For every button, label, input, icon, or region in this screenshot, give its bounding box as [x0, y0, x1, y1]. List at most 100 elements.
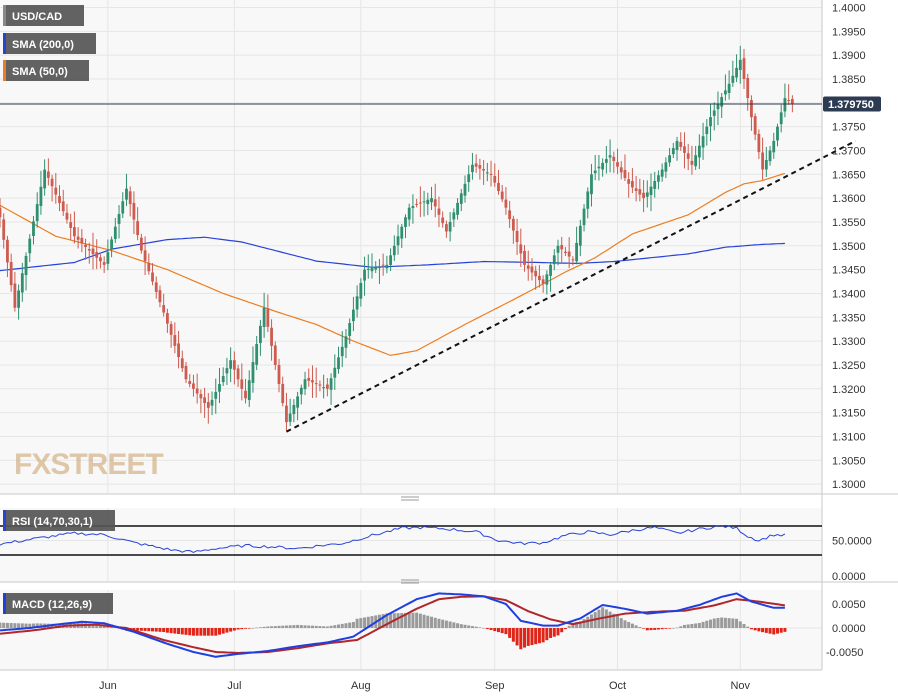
candle-body [296, 396, 299, 408]
candle-body [634, 188, 638, 191]
candle [203, 387, 206, 419]
candle [389, 248, 392, 272]
candle-body [489, 173, 493, 175]
sma-200-tag[interactable]: SMA (200,0) [3, 33, 96, 54]
candle-body [244, 390, 247, 399]
macd-tag[interactable]: MACD (12,26,9) [3, 593, 113, 614]
candle-body [117, 214, 121, 224]
candle-body [679, 141, 683, 147]
candle-body [697, 145, 701, 158]
candle-body [772, 140, 776, 153]
histogram-bar [567, 625, 571, 628]
histogram-bar [556, 628, 560, 636]
symbol-tag[interactable]: USD/CAD [3, 5, 84, 26]
candle-body [173, 335, 177, 346]
candle-body [24, 255, 28, 276]
candle-body [188, 381, 192, 385]
candle [683, 132, 686, 169]
rsi-tick-label: 50.0000 [832, 536, 872, 548]
histogram-bar [281, 625, 285, 628]
candle [709, 104, 712, 142]
candle [422, 190, 426, 217]
candle [612, 151, 616, 173]
candle [549, 261, 552, 292]
candle-body [39, 186, 43, 206]
candle [712, 102, 716, 131]
macd-pane-resize-handle[interactable] [401, 579, 419, 584]
candle-body [474, 163, 478, 167]
histogram-bar [686, 624, 690, 628]
candle-body [210, 399, 214, 406]
histogram-bar [217, 628, 221, 635]
candle-body [664, 162, 668, 172]
month-label: Aug [351, 680, 371, 692]
candle-body [549, 264, 552, 276]
candle-body [95, 252, 99, 258]
candle [76, 227, 80, 249]
candle-body [162, 305, 166, 313]
candle-body [407, 207, 411, 220]
candle [117, 205, 121, 239]
candle-body [221, 376, 225, 383]
month-label: Jul [227, 680, 241, 692]
candle-body [273, 345, 277, 365]
candle [151, 263, 154, 286]
macd-label: MACD (12,26,9) [12, 599, 92, 611]
candle [668, 147, 671, 167]
candle [113, 217, 117, 244]
candle-body [58, 196, 61, 203]
candle [627, 172, 631, 198]
candle [515, 218, 519, 256]
candle [485, 162, 489, 182]
histogram-bar [746, 626, 750, 628]
month-label: Sep [485, 680, 505, 692]
histogram-bar [768, 628, 772, 634]
candle-body [560, 245, 564, 250]
histogram-bar [682, 624, 686, 628]
price-tick-label: 1.3350 [832, 312, 866, 324]
candle [657, 170, 660, 190]
histogram-bar [162, 628, 166, 633]
candle [638, 178, 642, 202]
candle-body [121, 201, 125, 214]
histogram-bar [9, 623, 13, 628]
candle-body [515, 230, 519, 242]
histogram-bar [418, 613, 422, 628]
price-tick-label: 1.3950 [832, 26, 866, 38]
histogram-bar [723, 617, 727, 628]
candle [273, 341, 277, 370]
candle [519, 228, 523, 267]
current-price-tag: 1.379750 [823, 96, 881, 112]
candle-body [322, 387, 326, 389]
candle-body [65, 212, 69, 220]
candle [645, 180, 649, 208]
candle [690, 145, 694, 175]
sma-50-tag[interactable]: SMA (50,0) [3, 60, 89, 81]
candle-body [586, 191, 590, 209]
candle [236, 364, 240, 388]
candle-body [779, 112, 783, 125]
candle-body [151, 272, 154, 282]
candle-body [750, 99, 753, 118]
candle [87, 242, 91, 264]
rsi-tag[interactable]: RSI (14,70,30,1) [3, 510, 115, 531]
candle-body [288, 413, 292, 422]
candle [166, 308, 169, 333]
candle-body [564, 251, 567, 253]
candle [199, 389, 203, 414]
candle [686, 143, 690, 171]
histogram-bar [173, 628, 177, 634]
candle-body [333, 367, 337, 378]
histogram-bar [403, 612, 407, 628]
histogram-bar [586, 616, 590, 628]
histogram-bar [415, 612, 419, 628]
candle [738, 45, 742, 84]
histogram-bar [742, 624, 746, 628]
candle [545, 270, 549, 295]
candle-body [619, 167, 623, 173]
rsi-pane-resize-handle[interactable] [401, 496, 419, 501]
candle-body [738, 59, 742, 71]
histogram-bar [348, 622, 352, 628]
macd-tick-label: 0.0050 [832, 599, 866, 611]
histogram-bar [705, 620, 709, 628]
